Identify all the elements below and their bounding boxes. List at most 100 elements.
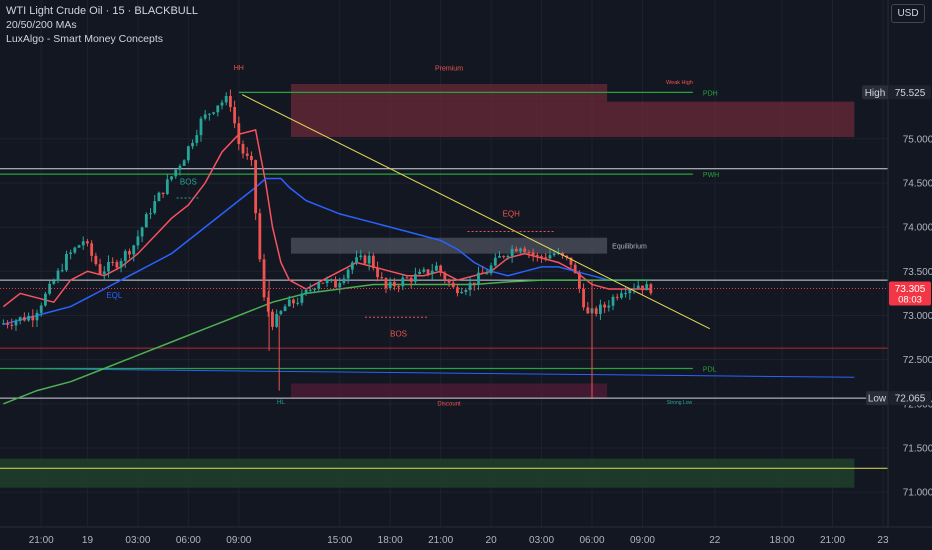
indicator-smc-label[interactable]: LuxAlgo - Smart Money Concepts — [6, 33, 163, 45]
candle-body — [18, 317, 22, 321]
candle-body — [586, 307, 590, 314]
candle-body — [279, 311, 283, 315]
candle-body — [594, 308, 598, 314]
candle-body — [493, 257, 497, 266]
candle-body — [195, 135, 199, 143]
candle-body — [56, 270, 60, 281]
label-bos_1: BOS — [180, 178, 197, 187]
annotations: HH Premium Weak High BOS EQH Equilibrium EQL BO… — [106, 65, 710, 408]
premium-zone — [290, 101, 855, 137]
candle-body — [73, 247, 77, 253]
price-tick-label: 71.000 — [903, 488, 932, 499]
time-tick-label: 21:00 — [428, 535, 453, 546]
candle-body — [203, 114, 207, 119]
candle-body — [350, 262, 354, 270]
candle-body — [165, 179, 169, 195]
candle-body — [544, 257, 548, 259]
time-tick-label: 18:00 — [770, 535, 795, 546]
candle-body — [304, 289, 308, 294]
candle-body — [380, 277, 384, 279]
candle-body — [10, 324, 14, 326]
candle-body — [388, 281, 392, 289]
indicator-ma-label[interactable]: 20/50/200 MAs — [6, 19, 77, 31]
blue-level-line — [0, 367, 855, 378]
candle-body — [535, 255, 539, 257]
candle-body — [346, 269, 350, 279]
candle-body — [115, 262, 119, 268]
candle-body — [582, 288, 585, 308]
candle-body — [81, 241, 85, 246]
candle-body — [430, 270, 434, 275]
label-equilibrium: Equilibrium — [612, 243, 647, 250]
label-bos_2: BOS — [390, 330, 407, 339]
level-label-pwh: PWH — [703, 172, 719, 179]
candle-body — [60, 270, 64, 272]
candle-body — [531, 252, 535, 256]
candle-body — [111, 261, 115, 263]
candle-body — [6, 323, 9, 325]
label-hh: HH — [234, 65, 244, 72]
candle-body — [447, 279, 451, 283]
candle-body — [603, 304, 607, 308]
candle-body — [65, 253, 68, 271]
price-tick-label: 71.500 — [903, 443, 932, 454]
candle-body — [258, 213, 262, 260]
candle-body — [611, 296, 615, 306]
candle-body — [514, 248, 518, 252]
candle-body — [313, 288, 316, 290]
ma-line — [3, 177, 651, 326]
grid — [0, 0, 888, 527]
candle-body — [628, 289, 632, 294]
candle-body — [392, 281, 396, 287]
candle-body — [523, 248, 527, 253]
candle-body — [69, 252, 73, 254]
price-tag-countdown: 08:03 — [898, 295, 922, 306]
candle-body — [90, 243, 94, 256]
high-label-bg — [862, 85, 888, 100]
price-tick-label: 74.500 — [903, 178, 932, 189]
candle-body — [498, 256, 501, 258]
candle-body — [102, 271, 106, 275]
candle-body — [224, 95, 228, 103]
candle-body — [250, 155, 253, 161]
candle-body — [418, 271, 422, 275]
candle-body — [397, 286, 400, 288]
candle-body — [271, 311, 274, 327]
candle-body — [39, 305, 43, 313]
low-label-bg — [866, 391, 888, 406]
time-tick-label: 06:00 — [579, 535, 604, 546]
candle-body — [468, 282, 472, 291]
candle-body — [342, 278, 346, 283]
candle-body — [216, 105, 220, 113]
candle-body — [489, 265, 493, 274]
candle-body — [128, 251, 131, 255]
candle-body — [456, 287, 459, 294]
currency-button[interactable]: USD — [891, 4, 925, 23]
candle-body — [506, 256, 510, 258]
candle-body — [144, 214, 148, 228]
candle-body — [376, 268, 379, 278]
candle-body — [636, 285, 640, 289]
candle-body — [645, 284, 649, 291]
candle-body — [123, 251, 127, 262]
candle-body — [174, 169, 178, 177]
candle-body — [435, 265, 438, 271]
candle-body — [599, 304, 602, 314]
candles — [1, 89, 653, 398]
time-axis: 21:00 19 03:00 06:00 09:00 15:00 18:00 21:00 20 0… — [0, 526, 932, 550]
candle-body — [607, 305, 611, 308]
time-tick-label: 09:00 — [630, 535, 655, 546]
candle-body — [140, 227, 144, 237]
trendline — [241, 94, 710, 330]
candle-body — [48, 283, 52, 294]
candle-body — [624, 293, 628, 295]
candle-body — [384, 278, 388, 289]
candle-body — [460, 292, 464, 294]
candle-body — [233, 107, 237, 124]
time-tick-label: 20 — [486, 535, 498, 546]
time-tick-label: 21:00 — [29, 535, 54, 546]
price-tick-label: 73.000 — [903, 311, 932, 322]
price-tick-label: 75.000 — [903, 134, 932, 145]
candle-body — [107, 261, 110, 272]
